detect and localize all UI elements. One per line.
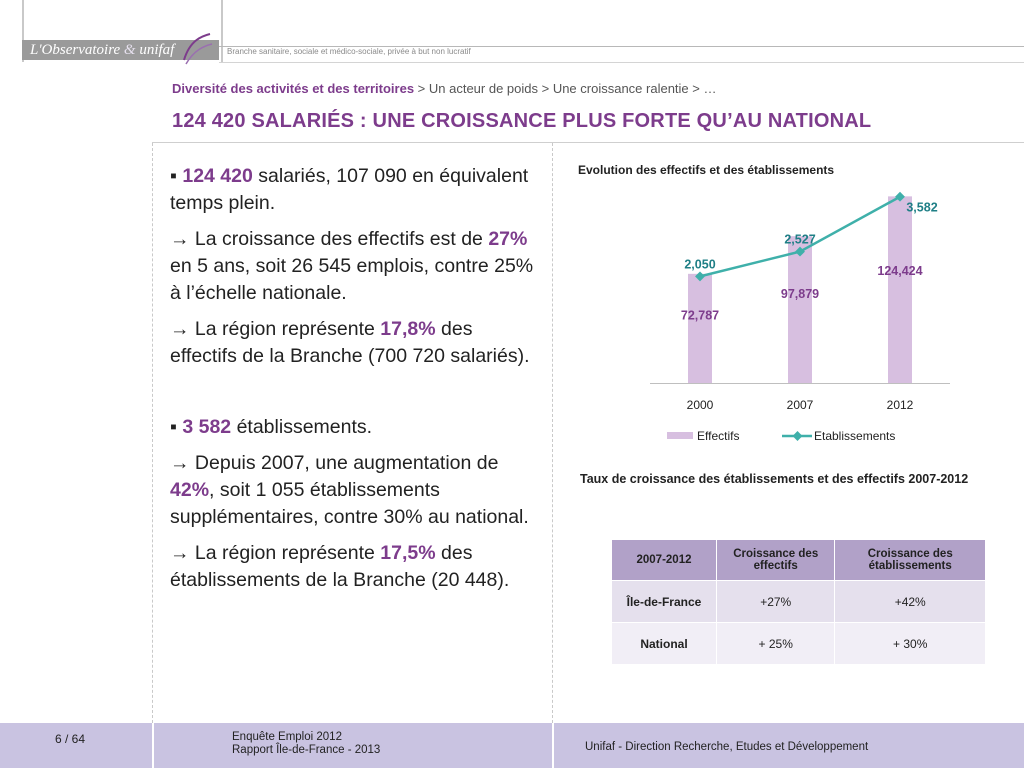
establishments-text: établissements.	[231, 416, 373, 438]
x-tick-label: 2000	[687, 398, 714, 412]
header-rule-lower	[219, 62, 1024, 63]
bar-data-label: 97,879	[781, 287, 819, 301]
employee-share-text-post: des effectifs de la Branche (700 720 sal…	[170, 318, 530, 367]
bar-effectifs	[688, 273, 712, 383]
legend-swatch-effectifs	[667, 432, 693, 439]
establishment-share-text-pre: → La région représente	[170, 542, 381, 564]
breadcrumb-trail: > Un acteur de poids > Une croissance ra…	[414, 81, 717, 96]
table-header-establishments: Croissance des établissements	[834, 539, 986, 581]
logo-bar	[22, 40, 219, 60]
logo-amp: &	[123, 42, 136, 58]
bullet-icon: ▪	[170, 416, 177, 438]
title-rule	[152, 142, 1024, 143]
table-row: Île-de-France +27% +42%	[611, 580, 986, 623]
left-margin-separator	[152, 143, 153, 723]
legend-label-effectifs: Effectifs	[697, 429, 739, 443]
logo-frame	[22, 0, 223, 62]
footer-organization: Unifaf - Direction Recherche, Etudes et …	[585, 741, 869, 753]
footer-report-info: Enquête Emploi 2012 Rapport Île-de-Franc…	[232, 731, 380, 757]
breadcrumb-current-section: Diversité des activités et des territoir…	[172, 81, 415, 96]
establishment-share-rate: 17,5%	[380, 542, 436, 564]
line-point	[895, 191, 905, 202]
line-data-label: 2,050	[684, 257, 715, 271]
column-separator	[552, 143, 553, 723]
footer-separator	[552, 723, 554, 768]
cell-employee-growth: + 25%	[715, 622, 836, 665]
logo-swirl-icon	[183, 33, 213, 65]
logo: L'Observatoire & unifaf	[30, 40, 174, 60]
table-header-row: 2007-2012 Croissance des effectifs Crois…	[611, 539, 986, 581]
employees-count: 124 420	[182, 165, 253, 187]
footer	[0, 723, 1024, 768]
cell-establishment-growth: +42%	[834, 580, 986, 623]
bar-data-label: 72,787	[681, 309, 719, 323]
establishment-share-text-post: des établissements de la Branche (20 448…	[170, 542, 510, 591]
employee-growth-text-post: en 5 ans, soit 26 545 emplois, contre 25…	[170, 255, 534, 304]
page-title: 124 420 SALARIÉS : UNE CROISSANCE PLUS F…	[172, 110, 872, 132]
chart-title: Evolution des effectifs et des établisse…	[578, 163, 835, 177]
bar-effectifs	[888, 196, 912, 383]
footer-survey-name: Enquête Emploi 2012	[232, 731, 342, 743]
logo-brand-text: unifaf	[139, 42, 175, 58]
line-data-label: 3,582	[906, 201, 937, 215]
table-title: Taux de croissance des établissements et…	[580, 472, 969, 486]
paragraph-employees: ▪ 124 420 salariés, 107 090 en équivalen…	[170, 163, 540, 217]
footer-report-name: Rapport Île-de-France - 2013	[232, 744, 381, 756]
cell-employee-growth: +27%	[715, 580, 836, 623]
line-data-label: 2,527	[784, 233, 815, 247]
paragraph-employee-share: → La région représente 17,8% des effecti…	[170, 316, 540, 370]
footer-separator	[152, 723, 154, 768]
row-label: Île-de-France	[611, 580, 717, 623]
paragraph-gap	[170, 379, 540, 414]
tagline: Branche sanitaire, sociale et médico-soc…	[227, 47, 471, 56]
bar-effectifs	[788, 236, 812, 383]
establishment-growth-rate: 42%	[170, 479, 210, 501]
x-tick-label: 2012	[887, 398, 914, 412]
breadcrumb: Diversité des activités et des territoir…	[172, 81, 716, 96]
paragraph-establishments: ▪ 3 582 établissements.	[170, 414, 540, 441]
x-tick-label: 2007	[787, 398, 814, 412]
employee-growth-rate: 27%	[488, 228, 528, 250]
establishment-growth-text-pre: → Depuis 2007, une augmentation de	[170, 452, 499, 474]
row-label: National	[611, 622, 717, 665]
logo-main-text: L'Observatoire	[30, 42, 121, 58]
key-figures-text: ▪ 124 420 salariés, 107 090 en équivalen…	[170, 163, 540, 603]
establishments-count: 3 582	[182, 416, 232, 438]
employee-share-text-pre: → La région représente	[170, 318, 381, 340]
line-point	[695, 271, 705, 282]
page-number: 6 / 64	[55, 732, 86, 746]
legend-label-etablissements: Etablissements	[814, 429, 895, 443]
header-rule	[219, 46, 1024, 47]
paragraph-employee-growth: → La croissance des effectifs est de 27%…	[170, 226, 540, 307]
table-header-period: 2007-2012	[611, 539, 717, 581]
bar-data-label: 124,424	[877, 264, 922, 278]
cell-establishment-growth: + 30%	[834, 622, 986, 665]
bullet-icon: ▪	[170, 165, 177, 187]
table-header-employees: Croissance des effectifs	[715, 539, 836, 581]
employee-growth-text-pre: → La croissance des effectifs est de	[170, 228, 489, 250]
growth-table: 2007-2012 Croissance des effectifs Crois…	[611, 539, 986, 665]
paragraph-establishment-growth: → Depuis 2007, une augmentation de 42%, …	[170, 450, 540, 531]
combo-chart: 2000 2007 2012 72,787 97,879 124,424 2,050 2,52…	[650, 191, 950, 443]
employee-share-rate: 17,8%	[380, 318, 436, 340]
paragraph-establishment-share: → La région représente 17,5% des établis…	[170, 540, 540, 594]
establishment-growth-text-post: , soit 1 055 établissements supplémentai…	[170, 479, 529, 528]
employees-text: salariés, 107 090 en équivalent temps pl…	[170, 165, 529, 214]
legend-marker-etablissements	[792, 431, 803, 441]
table-row: National + 25% + 30%	[611, 622, 986, 665]
line-point	[795, 246, 805, 257]
